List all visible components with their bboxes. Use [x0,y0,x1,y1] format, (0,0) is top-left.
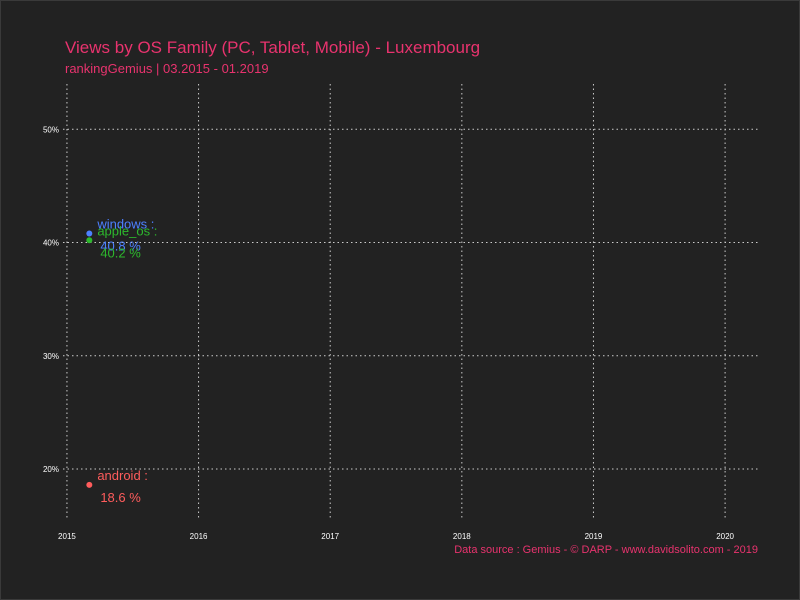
y-tick-label: 50% [43,125,59,134]
x-tick-label: 2017 [321,532,339,541]
data-point-android [86,481,93,488]
data-label-value-android: 18.6 % [100,490,141,505]
data-point-windows [86,230,93,237]
chart-subtitle: rankingGemius | 03.2015 - 01.2019 [65,61,269,76]
y-tick-label: 30% [43,352,59,361]
data-label-value-windows: 40.8 % [100,238,141,253]
data-label-name-android: android : [97,468,148,483]
x-tick-label: 2019 [585,532,603,541]
data-label-value-apple-os: 40.2 % [100,245,141,260]
data-label-name-apple-os: apple_os : [97,223,157,238]
data-label-name-windows: windows : [96,216,154,231]
y-tick-label: 40% [43,239,59,248]
data-source-caption: Data source : Gemius - © DARP - www.davi… [454,544,758,556]
x-tick-label: 2016 [190,532,208,541]
y-tick-label: 20% [43,465,59,474]
x-tick-label: 2020 [716,532,734,541]
x-tick-label: 2018 [453,532,471,541]
chart-title: Views by OS Family (PC, Tablet, Mobile) … [65,38,481,57]
data-point-apple-os [86,237,93,244]
x-tick-label: 2015 [58,532,76,541]
